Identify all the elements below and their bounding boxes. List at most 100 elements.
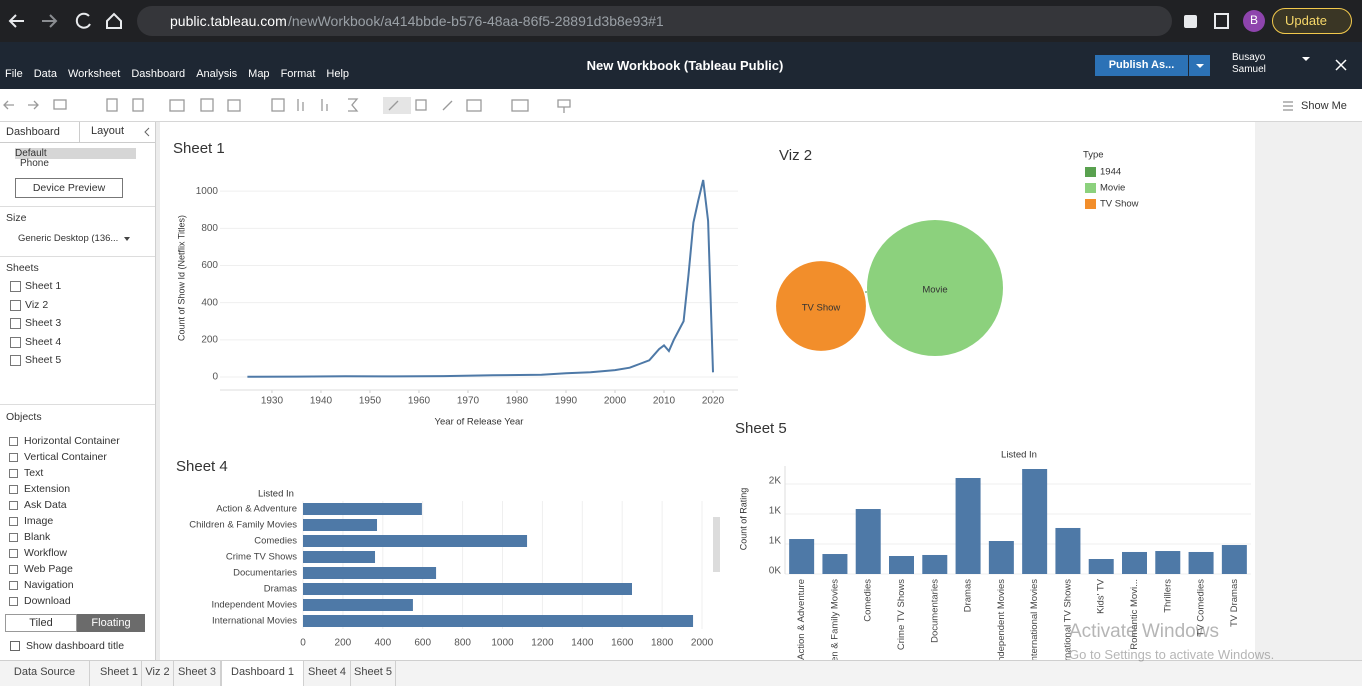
- row-label: Dramas: [264, 584, 298, 595]
- bar: [303, 583, 632, 595]
- device-phone[interactable]: Phone: [20, 158, 49, 169]
- x-axis-label: Year of Release Year: [435, 417, 524, 428]
- x-tick-label: 800: [454, 638, 471, 649]
- x-tick-label: 0: [300, 638, 306, 649]
- object-icon: [9, 597, 18, 606]
- sheet-item[interactable]: Viz 2: [25, 299, 49, 311]
- object-icon: [9, 437, 18, 446]
- bar: [1022, 469, 1048, 574]
- watermark-title: Activate Windows: [1069, 621, 1219, 642]
- header-icons[interactable]: [1295, 50, 1355, 80]
- object-item[interactable]: Workflow: [24, 547, 67, 559]
- publish-dropdown[interactable]: [1189, 55, 1210, 76]
- object-item[interactable]: Ask Data: [24, 499, 67, 511]
- tiled-button[interactable]: Tiled: [5, 614, 77, 632]
- row-label: Independent Movies: [211, 600, 297, 611]
- object-icon: [9, 533, 18, 542]
- sheet-tab[interactable]: Sheet 3: [174, 661, 221, 686]
- y-tick-label: 2K: [769, 476, 782, 487]
- user-first: Busayo: [1232, 52, 1266, 63]
- sheet-title: Viz 2: [779, 147, 812, 164]
- side-panel: Dashboard Layout Default Phone Device Pr…: [0, 122, 156, 660]
- address-bar[interactable]: public.tableau.com /newWorkbook/a414bbde…: [137, 6, 1172, 36]
- row-label: Action & Adventure: [216, 504, 297, 515]
- menu-item[interactable]: Help: [326, 68, 350, 80]
- sheet-tab[interactable]: Sheet 1: [97, 661, 142, 686]
- user-name[interactable]: Busayo Samuel: [1232, 52, 1266, 76]
- object-item[interactable]: Image: [24, 515, 54, 527]
- menu-item[interactable]: Worksheet: [67, 68, 121, 80]
- bubble: [776, 261, 866, 351]
- sheet-item[interactable]: Sheet 3: [25, 317, 62, 329]
- avatar[interactable]: B: [1249, 13, 1258, 27]
- x-tick-label: 2010: [653, 396, 676, 407]
- y-tick-label: 400: [201, 297, 218, 308]
- object-icon: [9, 581, 18, 590]
- bubble-label: TV Show: [802, 303, 841, 314]
- bar: [303, 535, 528, 547]
- bar: [303, 551, 376, 563]
- sheet-tab[interactable]: Dashboard 1: [221, 661, 304, 686]
- sheet-item[interactable]: Sheet 4: [25, 336, 62, 348]
- show-title-label[interactable]: Show dashboard title: [26, 640, 125, 652]
- nav-buttons[interactable]: [0, 0, 130, 42]
- x-tick-label: Children & Family Movies: [829, 579, 840, 660]
- floating-button[interactable]: Floating: [77, 614, 145, 632]
- sheet-icon: [10, 337, 21, 348]
- sheet-tab[interactable]: Sheet 5: [351, 661, 396, 686]
- y-tick-label: 0K: [769, 566, 782, 577]
- menu-item[interactable]: Dashboard: [131, 68, 186, 80]
- title-checkbox[interactable]: [10, 641, 20, 651]
- object-item[interactable]: Text: [24, 467, 44, 479]
- x-tick-label: 1800: [651, 638, 674, 649]
- bar: [955, 478, 981, 574]
- tab-dashboard[interactable]: Dashboard: [0, 122, 80, 142]
- object-item[interactable]: Download: [24, 595, 71, 607]
- object-item[interactable]: Web Page: [24, 563, 73, 575]
- collapse-icon[interactable]: [142, 127, 152, 137]
- sheet-item[interactable]: Sheet 5: [25, 354, 62, 366]
- x-tick-label: TV Comedies: [1196, 579, 1207, 637]
- menu-item[interactable]: Analysis: [196, 68, 238, 80]
- x-tick-label: 200: [335, 638, 352, 649]
- sheet-tab[interactable]: Data Source: [0, 661, 90, 686]
- x-tick-label: Independent Movies: [996, 579, 1007, 660]
- x-tick-label: 1000: [491, 638, 514, 649]
- x-tick-label: 1950: [359, 396, 382, 407]
- device-default[interactable]: Default: [15, 148, 136, 159]
- device-preview-button[interactable]: Device Preview: [15, 178, 123, 198]
- object-item[interactable]: Horizontal Container: [24, 435, 120, 447]
- bar: [988, 541, 1014, 574]
- sheet-item[interactable]: Sheet 1: [25, 280, 62, 292]
- bubble-label: Movie: [922, 285, 947, 296]
- menu-item[interactable]: File: [5, 68, 23, 80]
- data-line: [247, 179, 714, 378]
- scrollbar: [713, 517, 720, 572]
- bubble: [865, 291, 867, 293]
- object-item[interactable]: Blank: [24, 531, 51, 543]
- menu-item[interactable]: Map: [248, 68, 270, 80]
- x-tick-label: Crime TV Shows: [896, 579, 907, 650]
- bar: [1122, 551, 1147, 574]
- side-tabs: [0, 122, 155, 143]
- sheets-heading: Sheets: [6, 262, 39, 274]
- object-item[interactable]: Extension: [24, 483, 71, 495]
- update-button[interactable]: Update: [1272, 8, 1352, 34]
- x-tick-label: Dramas: [963, 579, 974, 613]
- publish-button[interactable]: Publish As...: [1095, 55, 1188, 76]
- menu-item[interactable]: Data: [33, 68, 57, 80]
- toolbar-icons[interactable]: [0, 89, 600, 122]
- canvas-margin: [1255, 122, 1362, 660]
- object-item[interactable]: Navigation: [24, 579, 74, 591]
- tab-layout[interactable]: Layout: [91, 125, 125, 137]
- object-icon: [9, 501, 18, 510]
- sheet-tab[interactable]: Sheet 4: [304, 661, 351, 686]
- sheet-tab[interactable]: Viz 2: [142, 661, 174, 686]
- menu-item[interactable]: Format: [280, 68, 316, 80]
- x-tick-label: 1600: [611, 638, 634, 649]
- bar: [1155, 551, 1181, 574]
- object-item[interactable]: Vertical Container: [24, 451, 107, 463]
- show-me[interactable]: Show Me: [1301, 100, 1347, 112]
- bar: [303, 503, 422, 515]
- size-dropdown[interactable]: Generic Desktop (136...: [18, 233, 119, 244]
